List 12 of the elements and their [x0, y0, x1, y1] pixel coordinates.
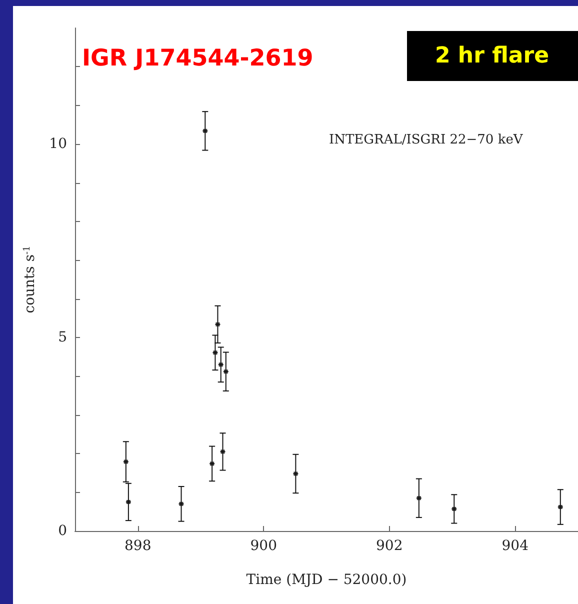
- x-tick-label: 900: [250, 538, 277, 554]
- text: IGR J174544-2619: [82, 46, 314, 72]
- x-tick-label: 898: [124, 538, 152, 554]
- y-tick-label: 5: [58, 330, 67, 346]
- y-tick-label: 0: [58, 523, 67, 539]
- annotation: INTEGRAL/ISGRI 22−70 keV: [329, 132, 524, 148]
- x-tick-label: 904: [502, 538, 529, 554]
- annotation: 2 hr flare: [434, 44, 550, 68]
- y-tick-label: 10: [49, 136, 67, 152]
- y-axis-title: counts s-1: [22, 246, 38, 314]
- x-axis-title: Time (MJD − 52000.0): [246, 572, 407, 588]
- x-tick-label: 902: [376, 538, 403, 554]
